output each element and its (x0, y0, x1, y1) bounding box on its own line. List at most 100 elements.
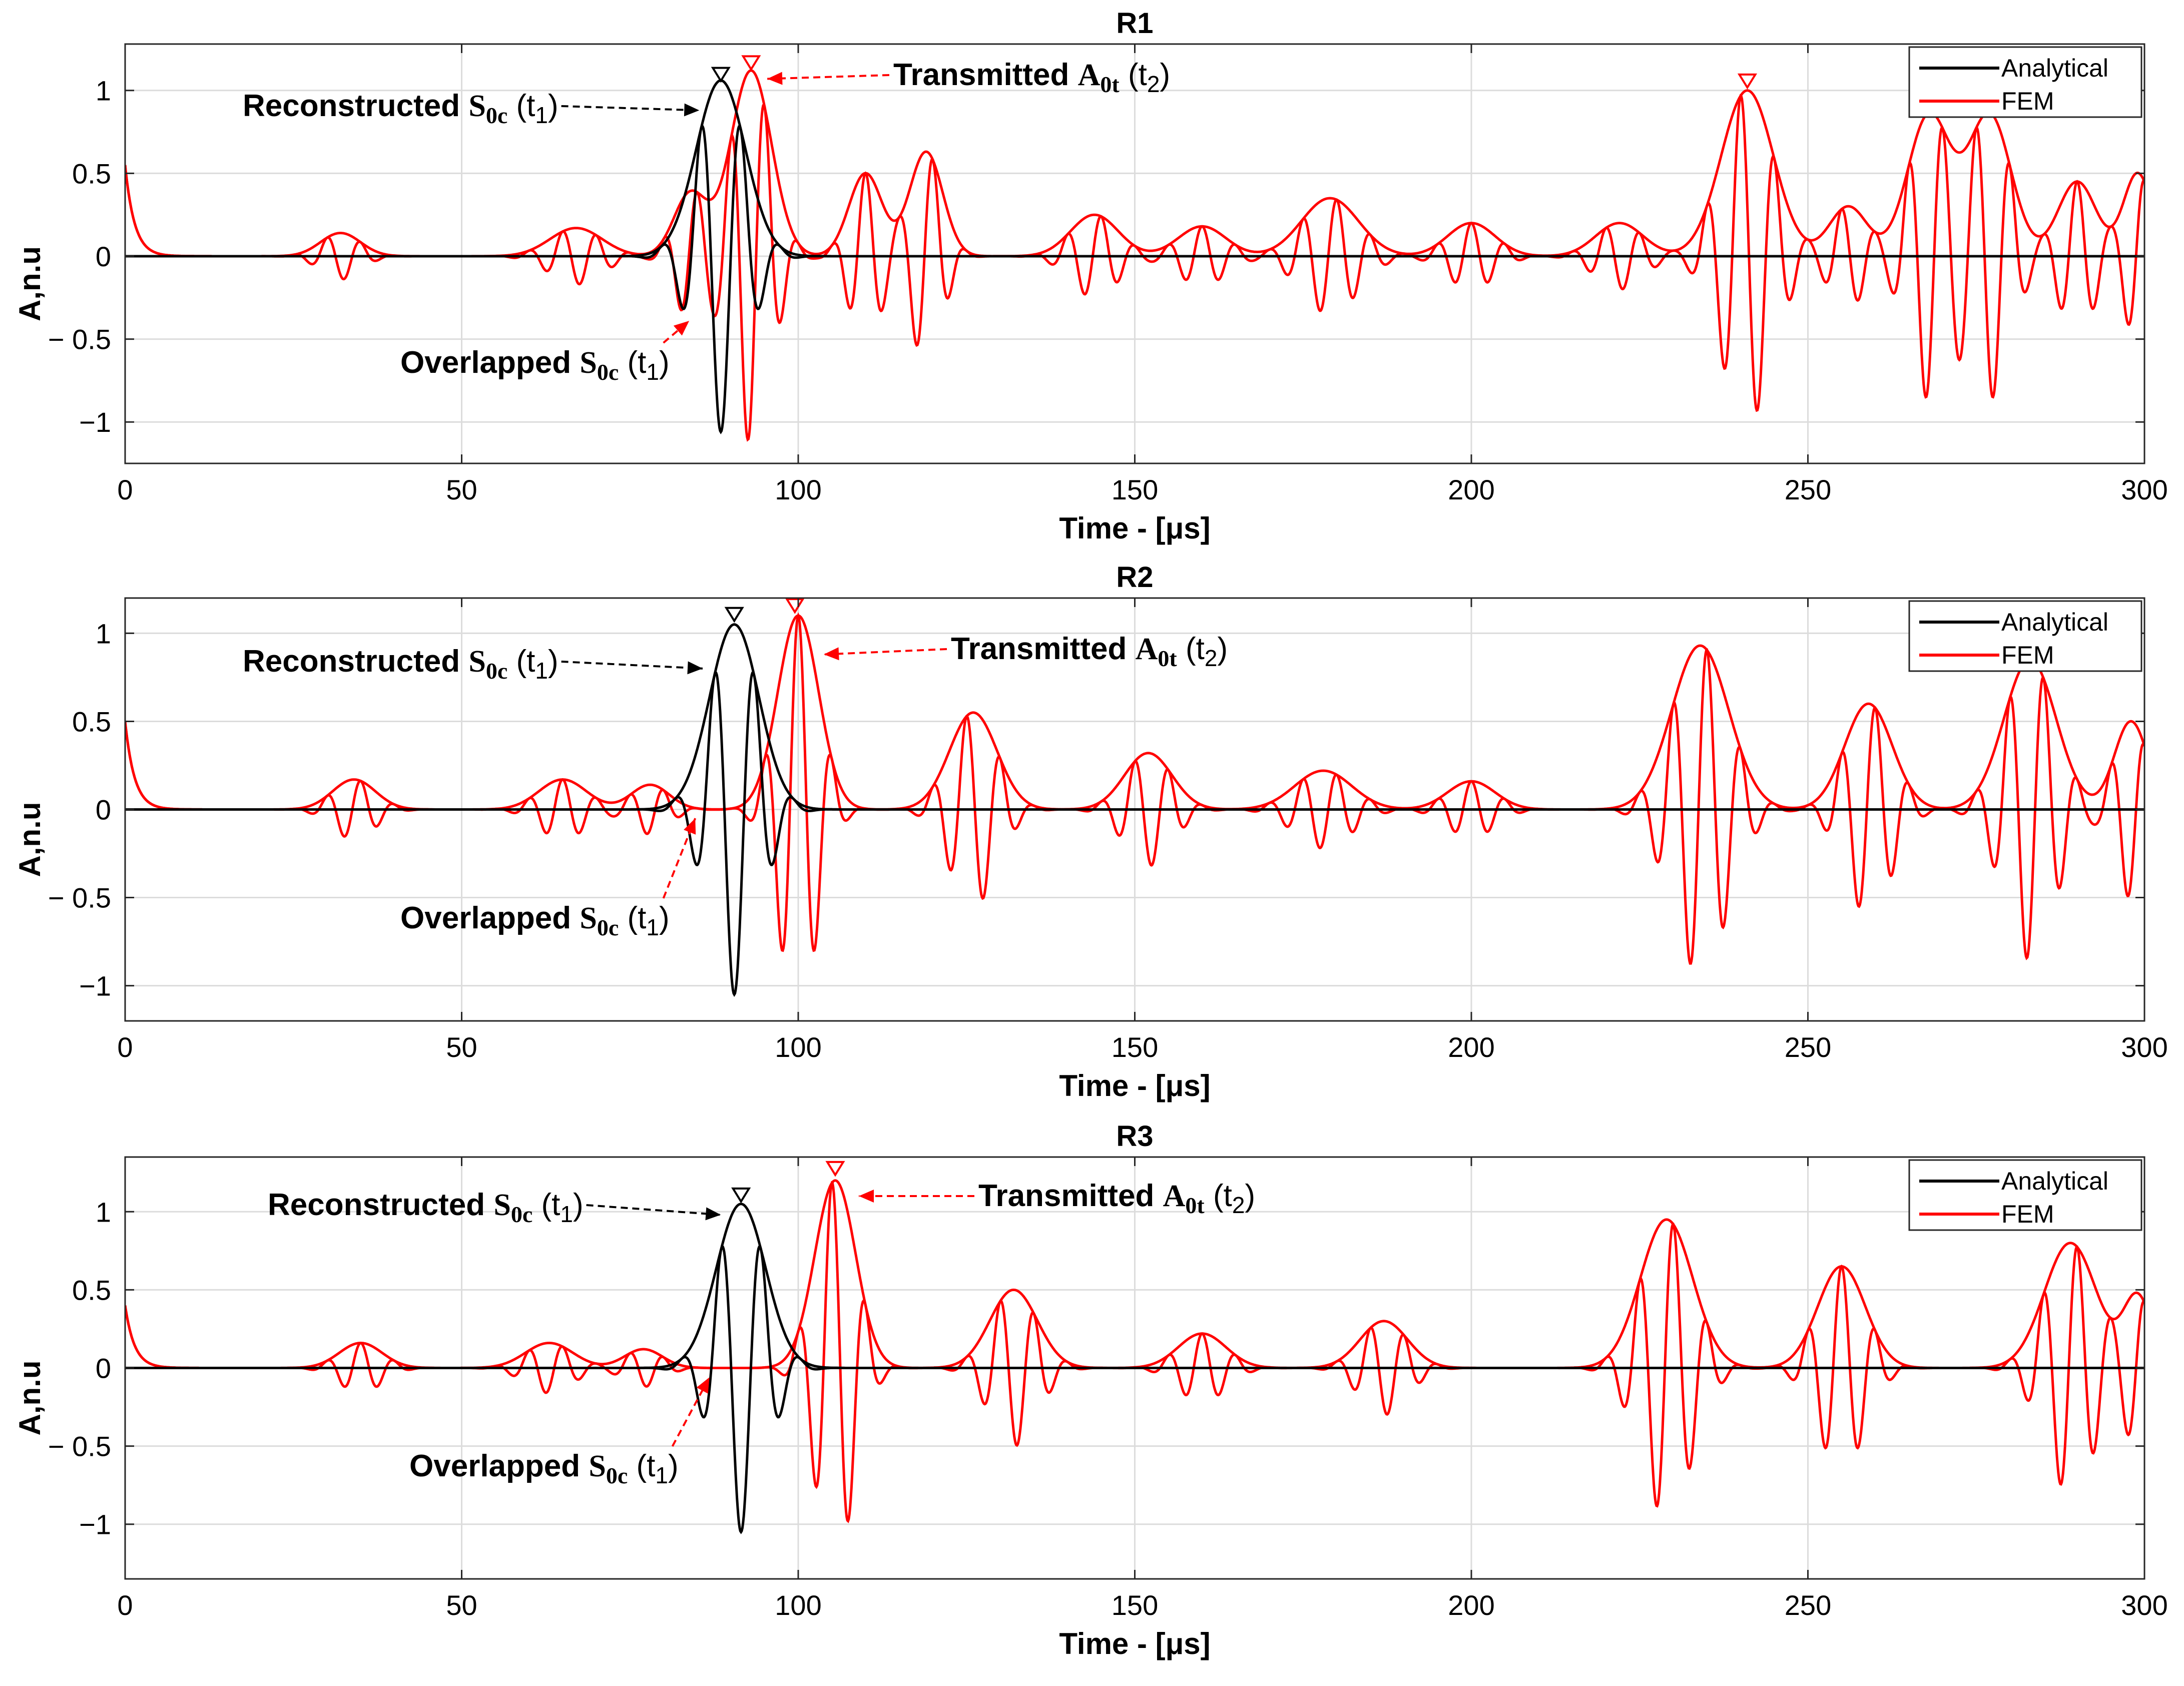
annotation-part: (t (1120, 58, 1147, 92)
legend-box (1908, 600, 2142, 672)
annotation-part: Overlapped (400, 345, 580, 380)
annotation-arrow (561, 661, 703, 670)
panel-title: R3 (1116, 1120, 1153, 1153)
annotation-part: 0t (1185, 1193, 1205, 1218)
y-tick-label: 1 (96, 618, 111, 649)
annotation-part: 2 (1147, 71, 1160, 97)
annotation-part: Reconstructed (268, 1188, 493, 1222)
annotation-reconstructed: Reconstructed S0c (t1) (243, 644, 559, 684)
annotation-part: (t (507, 644, 535, 679)
annotation-reconstructed: Reconstructed S0c (t1) (243, 89, 559, 128)
y-axis-label: A,n.u (13, 802, 47, 877)
annotation-arrowhead (824, 647, 839, 661)
peak-marker (741, 55, 761, 72)
y-tick-label: − 0.5 (48, 324, 111, 355)
annotation-part: S (468, 645, 485, 679)
annotation-part: ) (668, 1449, 679, 1483)
annotation-part: Reconstructed (243, 644, 468, 679)
x-tick-label: 100 (775, 474, 821, 505)
annotation-part: 1 (646, 914, 659, 940)
x-tick-label: 50 (446, 474, 477, 505)
legend-label: Analytical (2001, 608, 2108, 636)
annotation-part: S (468, 89, 485, 123)
annotation-part: ) (659, 901, 670, 935)
analytical-envelope-line (125, 1203, 2144, 1369)
x-tick-label: 150 (1112, 474, 1158, 505)
x-tick-label: 100 (775, 1031, 821, 1063)
annotation-part: Transmitted (951, 632, 1136, 666)
annotation-transmitted: Transmitted A0t (t2) (893, 58, 1170, 97)
annotation-arrowhead (684, 818, 696, 835)
x-tick-label: 150 (1112, 1589, 1158, 1621)
legend-label: Analytical (2001, 1167, 2108, 1195)
annotation-arrow (671, 1377, 711, 1447)
annotation-arrow (824, 648, 947, 656)
y-tick-label: 0 (96, 1353, 111, 1384)
annotation-part: 1 (535, 102, 548, 128)
annotation-part: ) (1160, 58, 1170, 92)
annotation-arrowhead (687, 661, 703, 675)
annotation-arrow (767, 74, 890, 80)
x-tick-label: 200 (1448, 1031, 1494, 1063)
panel-title: R2 (1116, 561, 1153, 594)
annotation-part: 0c (486, 103, 507, 128)
y-tick-label: 0.5 (72, 706, 111, 737)
annotation-part: (t (619, 901, 646, 935)
annotation-part: S (589, 1449, 606, 1483)
annotation-part: (t (1177, 632, 1205, 666)
annotation-part: S (493, 1188, 510, 1222)
x-tick-label: 300 (2121, 474, 2167, 505)
annotation-part: 1 (535, 658, 548, 684)
annotation-part: 1 (560, 1201, 573, 1227)
x-tick-label: 250 (1785, 1589, 1831, 1621)
annotation-part: S (580, 901, 597, 935)
legend-label: Analytical (2001, 54, 2108, 82)
annotation-part: (t (532, 1188, 560, 1222)
x-tick-label: 0 (117, 1031, 133, 1063)
annotation-part: (t (628, 1449, 655, 1483)
annotation-part: ) (573, 1188, 584, 1222)
x-axis-label: Time - [μs] (1059, 1069, 1210, 1102)
annotation-part: A (1078, 58, 1101, 92)
x-tick-label: 250 (1785, 474, 1831, 505)
annotation-overlapped: Overlapped S0c (t1) (400, 901, 670, 940)
annotation-part: 0c (597, 359, 619, 385)
chart-panel-r3: 0 50 100 150 200 250 300 1 0.5 0 − 0.5 −1 R3 Time - [… (13, 1120, 2168, 1660)
x-tick-label: 200 (1448, 1589, 1494, 1621)
legend-label: FEM (2001, 1200, 2054, 1228)
annotation-part: ) (548, 89, 559, 123)
annotation-arrowhead (705, 1207, 721, 1221)
x-tick-label: 200 (1448, 474, 1494, 505)
annotation-part: Transmitted (978, 1179, 1163, 1213)
annotation-part: 2 (1205, 645, 1218, 671)
x-axis-label: Time - [μs] (1059, 511, 1210, 545)
legend-label: FEM (2001, 641, 2054, 669)
y-tick-label: − 0.5 (48, 882, 111, 914)
y-tick-label: 1 (96, 75, 111, 107)
peak-marker (825, 1161, 845, 1177)
annotation-part: 0c (486, 658, 507, 684)
x-axis-label: Time - [μs] (1059, 1627, 1210, 1660)
annotation-part: (t (507, 89, 535, 123)
annotation-part: 0t (1158, 646, 1177, 671)
peak-marker (1737, 73, 1758, 90)
x-tick-label: 0 (117, 474, 133, 505)
analytical-envelope-line (125, 623, 2144, 811)
annotation-reconstructed: Reconstructed S0c (t1) (268, 1188, 584, 1227)
annotation-part: Overlapped (409, 1449, 589, 1483)
annotation-transmitted: Transmitted A0t (t2) (978, 1179, 1255, 1218)
peak-marker (731, 1187, 751, 1204)
annotation-overlapped: Overlapped S0c (t1) (400, 345, 670, 385)
chart-panel-r2: 0 50 100 150 200 250 300 1 0.5 0 − 0.5 −1 R2 Time - [… (13, 561, 2168, 1102)
annotation-part: 0t (1100, 72, 1120, 97)
y-tick-label: 0 (96, 241, 111, 272)
annotation-part: ) (548, 644, 559, 679)
y-tick-label: − 0.5 (48, 1431, 111, 1462)
x-tick-label: 100 (775, 1589, 821, 1621)
annotation-transmitted: Transmitted A0t (t2) (951, 632, 1228, 671)
x-tick-label: 50 (446, 1589, 477, 1621)
y-axis-label: A,n.u (13, 1361, 47, 1436)
x-tick-label: 300 (2121, 1589, 2167, 1621)
legend-label: FEM (2001, 87, 2054, 115)
